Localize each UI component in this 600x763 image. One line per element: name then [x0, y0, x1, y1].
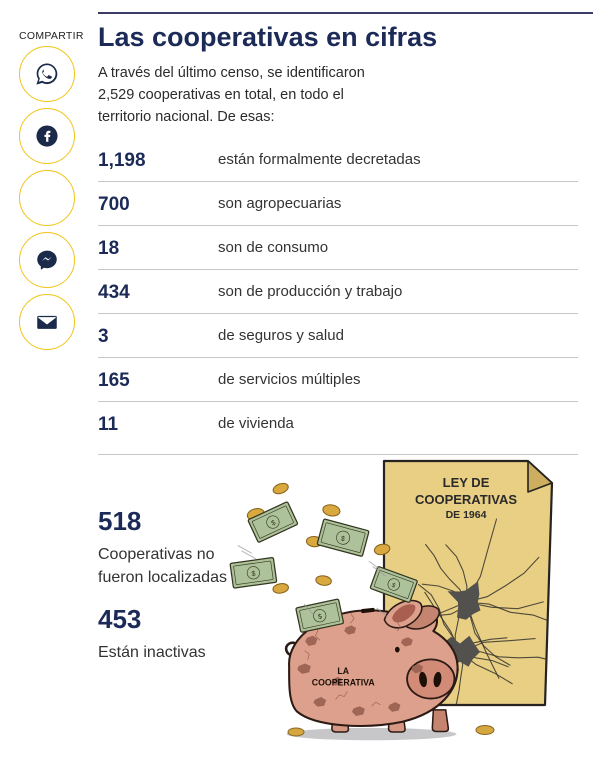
svg-text:COOPERATIVA: COOPERATIVA [312, 678, 376, 688]
svg-text:LEY DE: LEY DE [443, 475, 490, 490]
svg-text:LA: LA [337, 666, 349, 676]
svg-text:COOPERATIVAS: COOPERATIVAS [415, 492, 517, 507]
svg-text:DE 1964: DE 1964 [446, 509, 487, 521]
